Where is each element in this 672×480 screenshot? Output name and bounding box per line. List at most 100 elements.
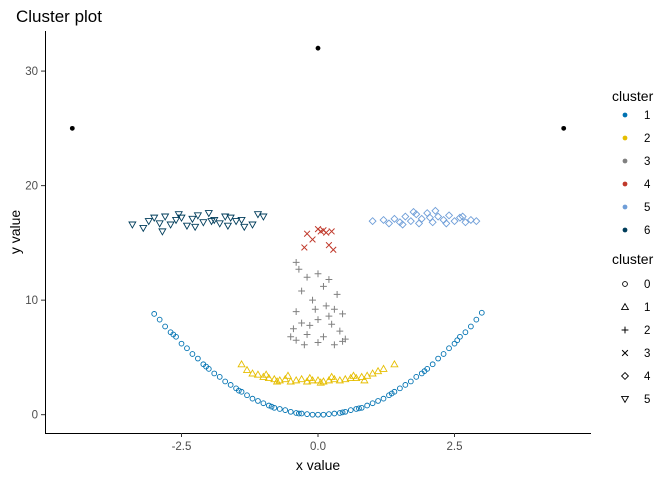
y-axis-title: y value <box>7 210 23 255</box>
data-point <box>434 212 443 221</box>
shape-legend-key <box>620 396 630 404</box>
data-point <box>297 374 306 383</box>
data-point <box>174 211 183 219</box>
data-point <box>249 395 256 402</box>
x-tick-label: 2.5 <box>447 441 463 453</box>
data-point <box>237 216 246 225</box>
data-point <box>421 368 428 375</box>
data-point <box>324 376 334 384</box>
data-point <box>248 369 257 377</box>
shape-legend-key <box>622 281 628 287</box>
data-point <box>413 374 420 380</box>
shape-legend-key <box>621 326 629 334</box>
data-point <box>445 211 454 220</box>
data-point <box>302 377 312 385</box>
data-point <box>417 214 426 223</box>
color-legend-key <box>622 204 628 210</box>
x-tick-label: 0.0 <box>310 441 326 453</box>
color-legend-key <box>622 112 628 118</box>
data-point <box>215 220 224 228</box>
data-point <box>298 319 306 327</box>
data-point <box>368 369 377 377</box>
data-point <box>478 309 485 316</box>
data-point <box>369 400 376 407</box>
data-point <box>298 287 306 295</box>
data-point <box>242 365 252 374</box>
data-point <box>158 228 167 236</box>
data-point <box>472 217 481 226</box>
data-point <box>309 236 316 243</box>
data-point <box>331 410 338 417</box>
data-point <box>211 370 218 377</box>
data-point <box>207 218 216 226</box>
shape-legend-label: 5 <box>644 394 650 406</box>
data-point <box>320 333 327 341</box>
data-point <box>431 206 440 215</box>
data-point <box>216 374 223 380</box>
data-point <box>295 265 303 273</box>
data-point <box>139 224 148 233</box>
data-point <box>282 407 289 413</box>
shape-legend-label: 0 <box>644 279 650 291</box>
data-point <box>458 212 467 221</box>
color-legend-title: cluster <box>612 88 654 104</box>
data-point <box>414 219 424 228</box>
data-point <box>292 308 300 315</box>
data-point <box>325 312 333 320</box>
data-point <box>314 316 322 324</box>
data-point <box>189 351 196 357</box>
data-point <box>451 340 458 347</box>
data-point <box>347 407 354 413</box>
data-point <box>390 214 399 223</box>
data-point <box>314 339 322 346</box>
data-point <box>349 371 358 379</box>
data-point <box>316 378 325 386</box>
color-legend-label: 6 <box>644 225 650 237</box>
x-axis-title: x value <box>296 457 341 473</box>
data-point <box>335 376 345 384</box>
data-point <box>260 400 267 407</box>
data-point <box>300 341 308 349</box>
data-point <box>342 408 349 415</box>
data-point <box>281 374 290 383</box>
data-point <box>364 402 370 409</box>
data-point <box>327 372 336 380</box>
data-point <box>188 215 197 224</box>
data-point <box>390 359 399 368</box>
data-point <box>178 340 185 347</box>
data-point <box>276 406 283 412</box>
data-point <box>341 335 349 343</box>
data-point <box>240 223 249 232</box>
data-point <box>446 345 452 352</box>
data-point <box>309 411 316 418</box>
data-point <box>375 398 381 404</box>
data-point <box>271 404 278 411</box>
y-tick-label: 10 <box>25 295 38 307</box>
data-point <box>406 217 415 226</box>
color-legend-label: 2 <box>644 133 650 145</box>
data-point <box>353 406 360 412</box>
data-point <box>261 370 271 378</box>
data-point <box>339 409 346 416</box>
data-point <box>182 222 192 231</box>
data-point <box>160 213 170 221</box>
data-point <box>244 392 250 399</box>
data-point <box>204 210 213 218</box>
shape-legend-key <box>620 371 630 381</box>
data-point <box>291 376 301 384</box>
data-point <box>428 218 437 227</box>
data-point <box>360 376 369 384</box>
color-legend-label: 5 <box>644 202 650 214</box>
data-point <box>368 217 377 226</box>
data-point <box>290 325 297 333</box>
data-point <box>301 244 308 251</box>
chart-title: Cluster plot <box>16 7 102 26</box>
data-point <box>195 355 201 362</box>
data-point <box>199 219 208 227</box>
data-point <box>326 411 332 417</box>
data-point <box>429 361 436 368</box>
data-point <box>264 373 274 382</box>
shape-legend-key <box>621 349 629 357</box>
data-point <box>462 329 469 336</box>
data-point <box>203 363 209 370</box>
